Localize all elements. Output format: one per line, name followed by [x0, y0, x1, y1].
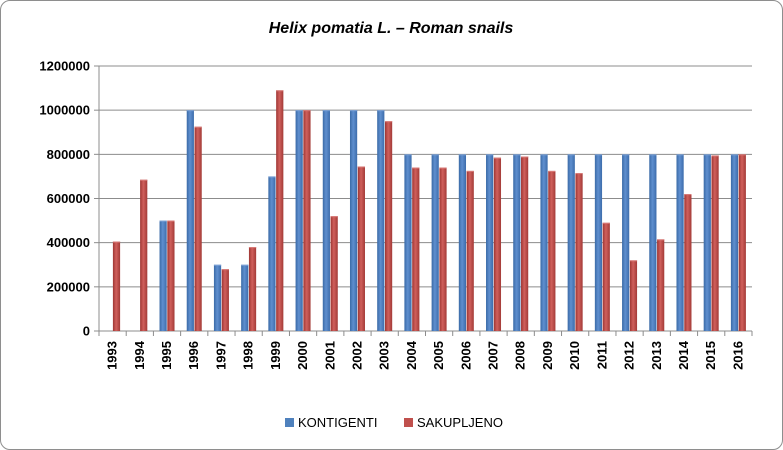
bar-kontigenti	[322, 110, 330, 332]
y-tick-label: 600000	[47, 191, 90, 206]
bar-kontigenti	[295, 110, 303, 332]
x-tick-label: 2015	[703, 341, 718, 370]
bar-kontigenti	[594, 154, 603, 331]
x-tick-label: 2007	[486, 341, 501, 370]
bar-sakupljeno	[112, 241, 121, 331]
bar-sakupljeno	[575, 173, 583, 331]
bar-kontigenti	[622, 154, 630, 331]
legend-swatch-sakupljeno	[404, 418, 413, 427]
bar-kontigenti	[186, 110, 194, 332]
bar-kontigenti	[349, 110, 358, 332]
x-tick-label: 2009	[540, 341, 555, 370]
x-tick-label: 2011	[594, 341, 609, 369]
legend-label-kontigenti: KONTIGENTI	[298, 415, 377, 430]
chart-title: Helix pomatia L. – Roman snails	[269, 20, 514, 37]
x-tick-label: 1996	[186, 341, 201, 370]
bar-kontigenti	[268, 176, 276, 331]
bar-sakupljeno	[276, 90, 284, 332]
legend: KONTIGENTI SAKUPLJENO	[285, 415, 503, 430]
x-tick-label: 1994	[132, 340, 147, 370]
x-tick-label: 2000	[295, 341, 310, 370]
x-tick-label: 2016	[730, 341, 745, 370]
bar-kontigenti	[377, 110, 385, 332]
x-tick-labels: 1993 1994 1995 1996 1997 1998 1999 2000 2001 2002…	[105, 340, 746, 370]
bar-sakupljeno	[657, 239, 665, 331]
bar-sakupljeno	[330, 216, 338, 331]
bar-sakupljeno	[439, 167, 447, 331]
bar-sakupljeno	[384, 121, 393, 331]
bar-sakupljeno	[221, 269, 229, 331]
bar-sakupljeno	[521, 156, 529, 331]
bar-kontigenti	[404, 154, 412, 331]
x-tick-label: 2010	[567, 341, 582, 370]
bar-sakupljeno	[303, 110, 311, 332]
bar-kontigenti	[730, 154, 739, 331]
x-tick-label: 2006	[458, 341, 473, 370]
bar-sakupljeno	[629, 260, 638, 331]
bar-sakupljeno	[684, 194, 692, 331]
bar-kontigenti	[486, 154, 494, 331]
bar-sakupljeno	[493, 157, 502, 331]
y-tick-label: 400000	[47, 235, 90, 250]
axes	[94, 65, 753, 336]
y-tick-label: 200000	[47, 279, 90, 294]
x-tick-label: 1999	[268, 341, 283, 370]
x-tick-label: 1997	[213, 341, 228, 370]
bar-sakupljeno	[548, 170, 556, 331]
bar-sakupljeno	[738, 154, 746, 331]
legend-label-sakupljeno: SAKUPLJENO	[417, 415, 503, 430]
y-tick-label: 1000000	[39, 103, 90, 118]
bar-kontigenti	[458, 154, 467, 331]
x-tick-label: 2004	[404, 340, 419, 370]
bar-sakupljeno	[357, 166, 365, 331]
bar-sakupljeno	[248, 247, 257, 331]
x-tick-label: 2014	[676, 340, 691, 370]
x-tick-label: 2005	[431, 341, 446, 370]
x-tick-label: 2012	[622, 341, 637, 370]
bar-kontigenti	[649, 154, 657, 331]
bar-kontigenti	[241, 264, 249, 331]
bar-sakupljeno	[167, 220, 175, 331]
bars	[112, 90, 746, 332]
y-tick-label: 800000	[47, 147, 90, 162]
x-tick-label: 2002	[349, 341, 364, 370]
y-tick-label: 1200000	[39, 59, 90, 74]
bar-sakupljeno	[602, 222, 610, 331]
x-tick-label: 2008	[513, 341, 528, 370]
bar-sakupljeno	[412, 167, 420, 331]
x-tick-label: 2001	[322, 341, 337, 370]
bar-kontigenti	[703, 154, 711, 331]
bar-sakupljeno	[140, 179, 148, 331]
gridlines	[99, 65, 752, 288]
bar-sakupljeno	[466, 170, 474, 331]
bar-kontigenti	[567, 154, 575, 331]
bar-kontigenti	[431, 154, 439, 331]
legend-swatch-kontigenti	[285, 418, 294, 427]
y-tick-label: 0	[83, 324, 90, 339]
bar-kontigenti	[213, 264, 222, 331]
x-tick-label: 1993	[105, 341, 120, 370]
bar-kontigenti	[540, 154, 548, 331]
x-tick-label: 2013	[649, 341, 664, 370]
bar-sakupljeno	[711, 155, 719, 331]
y-tick-labels: 0 200000 400000 600000 800000 1000000 1200000	[39, 59, 90, 339]
x-tick-label: 1998	[241, 341, 256, 370]
bar-kontigenti	[676, 154, 684, 331]
x-tick-label: 1995	[159, 341, 174, 370]
bar-kontigenti	[159, 220, 167, 331]
bar-sakupljeno	[194, 126, 202, 332]
bar-kontigenti	[513, 154, 521, 331]
x-tick-label: 2003	[377, 341, 392, 370]
